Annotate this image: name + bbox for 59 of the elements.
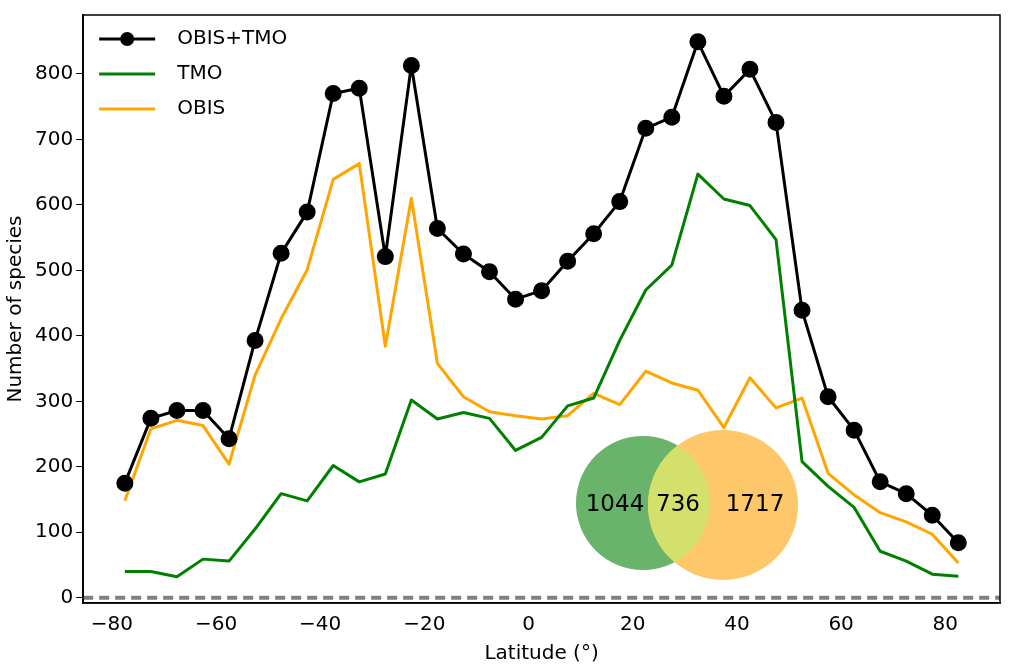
y-tick-label: 0 <box>60 583 74 608</box>
annotation: 1717 <box>725 490 785 516</box>
point <box>350 79 368 97</box>
y-tick-label: 300 <box>34 387 74 412</box>
point <box>611 193 629 211</box>
x-tick-label: −60 <box>194 611 238 636</box>
point <box>533 282 551 300</box>
point <box>246 331 264 349</box>
point <box>663 108 681 126</box>
y-tick-label: 700 <box>34 125 74 150</box>
annotation: 736 <box>656 490 700 516</box>
point <box>194 401 212 419</box>
y-axis-title: Number of species <box>2 215 27 403</box>
y-tick-label: 600 <box>34 191 74 216</box>
y-tick-label: 400 <box>34 322 74 347</box>
point <box>116 474 134 492</box>
point <box>689 33 707 51</box>
point <box>324 85 342 103</box>
point <box>402 56 420 74</box>
point <box>220 430 238 448</box>
point <box>819 388 837 406</box>
point <box>897 485 915 503</box>
point <box>481 263 498 281</box>
x-axis-title: Latitude (°) <box>484 640 599 665</box>
point <box>507 290 525 308</box>
point <box>793 301 811 319</box>
point <box>767 113 785 131</box>
point <box>559 252 577 270</box>
legend-label: TMO <box>176 60 223 85</box>
point <box>376 248 394 266</box>
point <box>585 225 603 243</box>
point <box>871 473 889 491</box>
point <box>298 203 316 221</box>
x-tick-label: 0 <box>522 611 535 636</box>
point <box>142 409 160 427</box>
x-tick-label: 20 <box>620 611 646 636</box>
annotation: 1044 <box>585 490 645 516</box>
point <box>949 534 967 552</box>
point <box>168 401 186 419</box>
y-tick-label: 100 <box>34 518 74 543</box>
legend-label: OBIS+TMO <box>177 25 288 50</box>
point <box>715 87 733 105</box>
x-tick-label: 60 <box>828 611 854 636</box>
point <box>741 60 759 78</box>
point <box>845 421 863 439</box>
x-tick-label: −40 <box>299 611 342 636</box>
y-tick-label: 200 <box>34 453 74 478</box>
point <box>923 506 941 524</box>
y-tick-label: 500 <box>34 256 74 281</box>
x-tick-label: −20 <box>403 611 446 636</box>
point <box>454 245 472 263</box>
point <box>637 119 655 137</box>
point <box>272 244 290 262</box>
legend-label: OBIS <box>177 95 226 120</box>
x-tick-label: 80 <box>932 611 959 636</box>
x-tick-label: −80 <box>90 611 133 636</box>
x-tick-label: 40 <box>724 611 750 636</box>
y-tick-label: 800 <box>34 60 74 85</box>
point <box>428 219 446 237</box>
